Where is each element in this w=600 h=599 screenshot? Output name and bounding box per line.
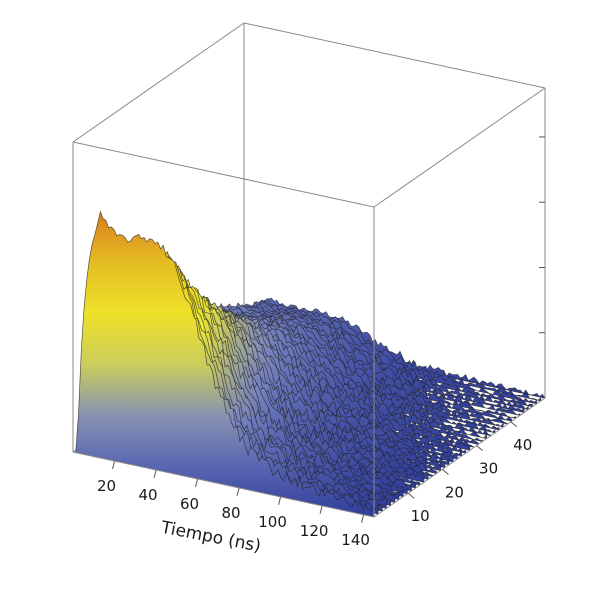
z-axis	[539, 136, 545, 334]
x-axis: 20 40 60 80 100 120 140	[97, 460, 370, 549]
box-edge-front	[373, 87, 546, 208]
x-tick-label: 60	[180, 495, 199, 513]
y-tick	[476, 445, 483, 451]
x-tick-label: 140	[341, 531, 370, 549]
y-tick-label: 30	[479, 460, 498, 478]
x-tick	[278, 496, 282, 505]
x-tick	[236, 487, 240, 496]
x-tick	[112, 460, 116, 470]
x-tick	[195, 478, 199, 488]
x-tick-label: 120	[300, 522, 329, 540]
box-edge-back	[72, 22, 245, 143]
x-tick	[319, 505, 323, 514]
y-tick	[442, 469, 449, 475]
y-axis: 10 20 30 40	[407, 421, 532, 525]
x-tick-label: 20	[97, 477, 116, 495]
y-tick-label: 20	[445, 483, 464, 501]
x-tick-label: 80	[222, 504, 241, 522]
x-tick-label: 100	[258, 513, 287, 531]
x-axis-title: Tiempo (ns)	[158, 517, 262, 556]
box-edge-back	[243, 22, 546, 89]
box-edge-front	[373, 397, 546, 518]
surface-slice	[72, 210, 375, 518]
x-tick-label: 40	[138, 486, 157, 504]
surface-slices	[72, 210, 546, 518]
box-front	[72, 87, 546, 518]
y-tick	[510, 421, 518, 428]
y-tick	[407, 492, 415, 499]
y-tick-label: 40	[513, 436, 532, 454]
box-edge-front	[72, 141, 375, 208]
x-tick	[153, 469, 157, 479]
box-edge-front	[72, 451, 375, 518]
y-tick-label: 10	[411, 507, 430, 525]
x-tick	[361, 514, 365, 523]
